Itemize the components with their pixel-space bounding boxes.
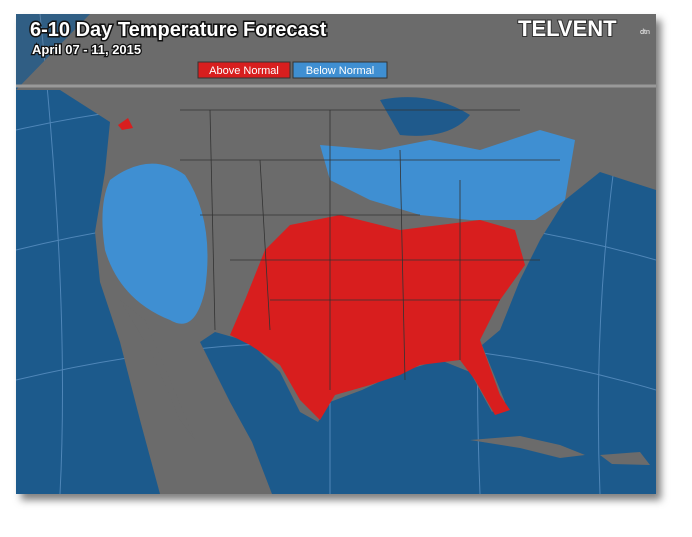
above-normal-area xyxy=(118,118,133,130)
legend-swatch-below xyxy=(292,61,388,79)
below-normal-area xyxy=(102,163,208,324)
logo-tag: dtn xyxy=(640,29,650,36)
below-normal-area xyxy=(320,130,575,220)
hispaniola xyxy=(600,452,650,465)
title: 6-10 Day Temperature Forecast xyxy=(30,19,327,41)
above-normal-area xyxy=(230,215,525,420)
legend-label: Below Normal xyxy=(306,65,374,77)
subtitle: April 07 - 11, 2015 xyxy=(32,42,141,57)
legend-label: Above Normal xyxy=(209,65,279,77)
logo: TELVENT xyxy=(518,16,617,41)
map xyxy=(16,14,656,494)
legend-swatch-above xyxy=(197,61,291,79)
baja xyxy=(120,300,195,440)
state-borders xyxy=(180,109,560,390)
lakes xyxy=(380,97,470,215)
cuba xyxy=(470,436,585,458)
